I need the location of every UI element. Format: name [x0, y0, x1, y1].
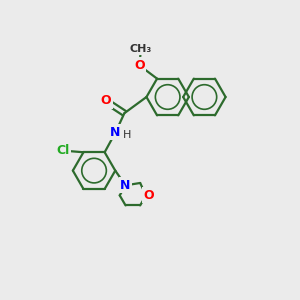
Text: O: O	[100, 94, 111, 107]
Text: O: O	[134, 59, 145, 72]
Text: Cl: Cl	[56, 144, 70, 157]
Text: O: O	[144, 189, 154, 202]
Text: N: N	[110, 126, 121, 139]
Text: CH₃: CH₃	[130, 44, 152, 54]
Text: N: N	[120, 179, 131, 192]
Text: H: H	[123, 130, 131, 140]
